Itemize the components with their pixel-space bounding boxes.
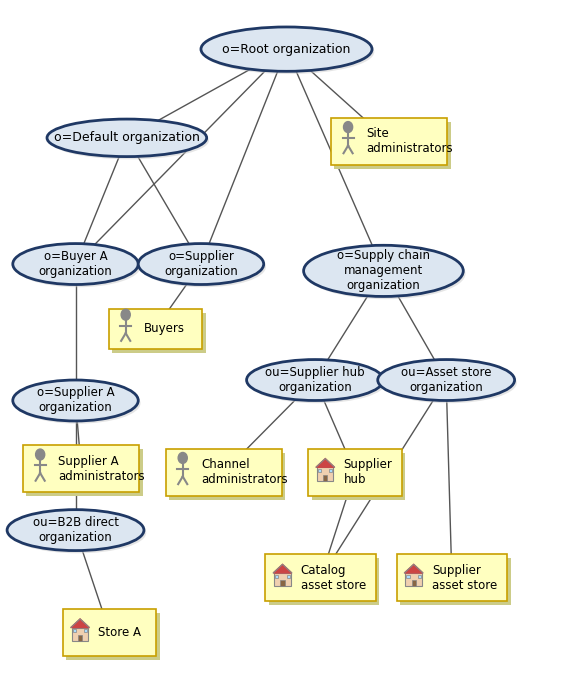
FancyBboxPatch shape: [286, 575, 290, 578]
Ellipse shape: [249, 362, 386, 403]
FancyBboxPatch shape: [84, 630, 87, 632]
Circle shape: [36, 449, 45, 460]
FancyBboxPatch shape: [26, 449, 143, 497]
Ellipse shape: [49, 122, 209, 160]
Polygon shape: [316, 459, 335, 467]
Ellipse shape: [15, 247, 140, 287]
Text: o=Supplier A
organization: o=Supplier A organization: [37, 386, 115, 414]
Ellipse shape: [15, 383, 140, 424]
FancyBboxPatch shape: [72, 627, 88, 641]
Text: Supplier
asset store: Supplier asset store: [432, 564, 497, 592]
Text: Supplier
hub: Supplier hub: [344, 458, 393, 486]
FancyBboxPatch shape: [275, 575, 278, 578]
Circle shape: [178, 453, 187, 463]
Text: o=Supplier
organization: o=Supplier organization: [164, 250, 238, 278]
Polygon shape: [71, 619, 89, 627]
Text: ou=Asset store
organization: ou=Asset store organization: [401, 366, 492, 394]
Polygon shape: [405, 564, 423, 573]
Text: Supplier A
administrators: Supplier A administrators: [58, 455, 145, 483]
Ellipse shape: [7, 510, 144, 551]
FancyBboxPatch shape: [406, 575, 410, 578]
Text: Buyers: Buyers: [144, 323, 185, 336]
Text: Site
administrators: Site administrators: [366, 127, 453, 155]
FancyBboxPatch shape: [23, 445, 139, 493]
Text: Channel
administrators: Channel administrators: [201, 458, 288, 486]
FancyBboxPatch shape: [308, 449, 402, 496]
FancyBboxPatch shape: [66, 613, 160, 660]
FancyBboxPatch shape: [280, 580, 285, 586]
FancyBboxPatch shape: [317, 467, 333, 481]
FancyBboxPatch shape: [411, 580, 416, 586]
Text: o=Default organization: o=Default organization: [54, 132, 200, 145]
Text: ou=Supplier hub
organization: ou=Supplier hub organization: [265, 366, 365, 394]
FancyBboxPatch shape: [323, 475, 327, 481]
Ellipse shape: [138, 244, 264, 284]
Polygon shape: [273, 564, 292, 573]
Circle shape: [344, 122, 352, 132]
FancyBboxPatch shape: [329, 469, 332, 472]
Circle shape: [121, 309, 130, 320]
Ellipse shape: [246, 360, 383, 401]
Text: o=Supply chain
management
organization: o=Supply chain management organization: [337, 249, 430, 292]
Text: Catalog
asset store: Catalog asset store: [301, 564, 366, 592]
FancyBboxPatch shape: [169, 453, 285, 500]
FancyBboxPatch shape: [269, 558, 379, 606]
Text: o=Buyer A
organization: o=Buyer A organization: [38, 250, 112, 278]
FancyBboxPatch shape: [109, 309, 202, 349]
FancyBboxPatch shape: [312, 453, 405, 500]
Ellipse shape: [203, 29, 374, 74]
Ellipse shape: [9, 512, 146, 553]
Ellipse shape: [304, 245, 463, 297]
Text: Store A: Store A: [99, 626, 142, 639]
Ellipse shape: [47, 119, 207, 157]
Text: o=Root organization: o=Root organization: [222, 42, 351, 55]
FancyBboxPatch shape: [335, 122, 451, 169]
Ellipse shape: [13, 380, 138, 421]
FancyBboxPatch shape: [397, 554, 507, 601]
FancyBboxPatch shape: [331, 118, 448, 165]
FancyBboxPatch shape: [73, 630, 76, 632]
FancyBboxPatch shape: [78, 635, 82, 641]
FancyBboxPatch shape: [318, 469, 321, 472]
Ellipse shape: [201, 27, 372, 71]
FancyBboxPatch shape: [418, 575, 421, 578]
Ellipse shape: [13, 244, 138, 284]
FancyBboxPatch shape: [112, 313, 206, 353]
FancyBboxPatch shape: [274, 573, 291, 586]
Ellipse shape: [380, 362, 517, 403]
Ellipse shape: [306, 248, 465, 299]
FancyBboxPatch shape: [406, 573, 422, 586]
Ellipse shape: [140, 247, 266, 287]
FancyBboxPatch shape: [63, 609, 156, 656]
FancyBboxPatch shape: [400, 558, 511, 606]
Text: ou=B2B direct
organization: ou=B2B direct organization: [33, 516, 119, 544]
FancyBboxPatch shape: [166, 449, 282, 496]
FancyBboxPatch shape: [265, 554, 376, 601]
Ellipse shape: [378, 360, 515, 401]
